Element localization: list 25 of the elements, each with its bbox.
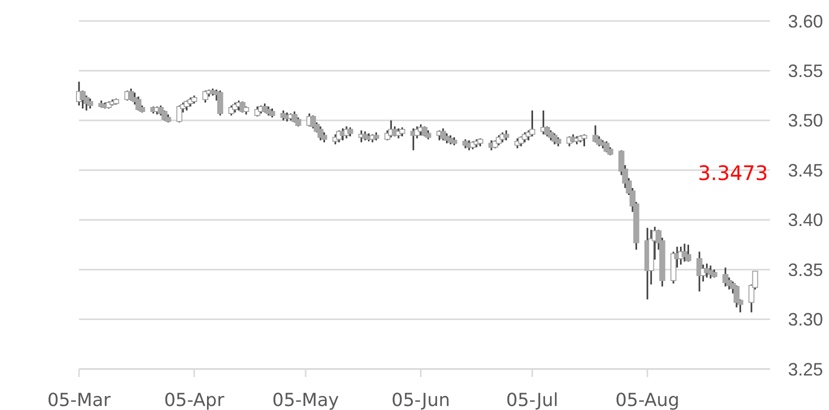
x-tick-label: 05-Jul [506, 390, 558, 410]
y-tick-label: 3.55 [788, 61, 823, 82]
candlestick [176, 104, 182, 124]
candlestick [217, 90, 224, 116]
x-tick-label: 05-May [272, 390, 340, 410]
x-tick-label: 05-Mar [47, 390, 112, 410]
x-tick-label: 05-Jun [392, 390, 450, 410]
annotation: 3.3473 [698, 161, 768, 186]
candlestick [503, 130, 510, 142]
candlestick [734, 284, 740, 308]
y-tick-label: 3.35 [788, 260, 823, 280]
y-tick-label: 3.60 [788, 11, 823, 32]
y-tick-label: 3.45 [788, 160, 823, 180]
candlestick [440, 128, 446, 142]
candlestick [310, 114, 316, 130]
candlestick [87, 98, 94, 110]
x-tick-label: 05-Aug [615, 390, 680, 410]
y-tick-label: 3.40 [788, 210, 823, 230]
x-tick-label: 05-Apr [164, 390, 225, 410]
y-tick-label: 3.50 [788, 110, 823, 131]
candlestick [529, 110, 536, 138]
y-tick-label: 3.25 [788, 359, 823, 380]
y-tick-label: 3.30 [788, 310, 823, 330]
candlestick [581, 134, 588, 148]
candlestick [135, 96, 142, 112]
